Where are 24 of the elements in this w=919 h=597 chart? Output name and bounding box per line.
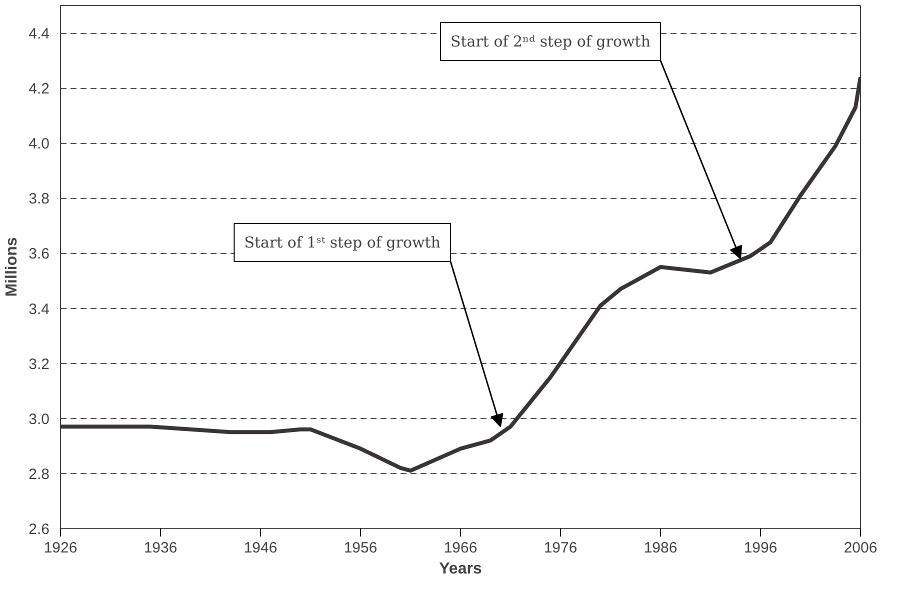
x-tick-label: 1976 [544,540,578,556]
line-series [60,75,860,473]
y-tick-label: 2.8 [28,466,50,483]
x-tick-label: 1926 [44,540,78,556]
x-axis-title: Years [439,560,482,578]
y-axis-title: Millions [4,237,21,297]
x-tick-label: 1956 [344,540,378,556]
y-tick-label: 2.6 [28,521,50,538]
y-tick-label: 4.2 [28,80,50,98]
y-tick-label: 3.4 [28,300,50,318]
y-tick-label: 3.8 [28,190,50,208]
x-tick-label: 1946 [244,540,278,556]
y-tick-label: 3.2 [28,356,50,373]
x-tick-label: 1936 [144,540,178,556]
x-tick-label: 2006 [844,540,878,556]
x-tick-label: 1986 [644,540,678,556]
y-tick-label: 4.4 [28,26,50,43]
annotation: Start of 1ˢᵗ step of growth [244,233,441,252]
y-tick-label: 3.0 [28,410,50,428]
y-tick-label: 3.6 [28,246,50,263]
x-tick-label: 1966 [444,540,478,556]
annotation: Start of 2ⁿᵈ step of growth [450,32,651,51]
y-tick-label: 4.0 [28,136,50,153]
x-tick-label: 1996 [744,540,778,556]
